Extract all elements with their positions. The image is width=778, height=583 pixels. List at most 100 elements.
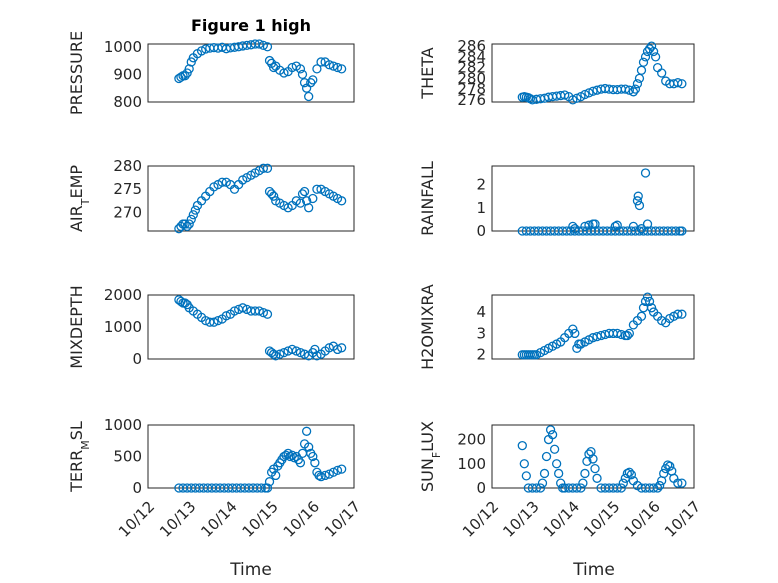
data-point [304, 91, 314, 102]
x-tick-label: 10/17 [661, 498, 704, 541]
x-tick-label: 10/13 [156, 498, 199, 541]
data-point [640, 296, 651, 307]
data-point [636, 311, 647, 321]
data-point [316, 57, 326, 67]
subplot-mixdepth: 0 1000 2000 MIXDEPTH [67, 285, 355, 369]
data-point [304, 203, 314, 213]
data-point [308, 75, 318, 85]
figure-title: Figure 1 high [191, 16, 311, 35]
data-point [310, 458, 320, 468]
data-point [262, 483, 273, 493]
data-point [312, 184, 322, 194]
y-tick-label: 0 [476, 479, 486, 497]
data-point [262, 309, 273, 319]
data-point [269, 62, 279, 73]
data-point [671, 226, 681, 236]
data-point [638, 57, 649, 67]
data-point [258, 307, 269, 318]
y-tick-label: 1000 [104, 416, 142, 434]
y-tick-label: 100 [457, 455, 486, 473]
data-point [336, 64, 347, 74]
data-point [519, 459, 529, 469]
y-tick-label: 900 [113, 65, 142, 83]
y-tick-label: 2 [476, 346, 486, 364]
x-axis-label-right: Time [572, 560, 615, 580]
data-point [568, 95, 578, 105]
data-point [332, 344, 343, 355]
data-point [287, 344, 297, 355]
y-tick-label: 280 [457, 69, 486, 87]
data-point [584, 88, 594, 98]
data-point [610, 221, 620, 232]
data-point [336, 464, 347, 474]
subplot-sun-flux: 0 100 200 SUNFLUX 10/1210/1310/1410/1510/161… [418, 421, 704, 541]
x-tick-label: 10/16 [280, 498, 323, 541]
y-tick-label: 284 [457, 48, 486, 66]
data-point [295, 458, 306, 468]
x-tick-label: 10/14 [540, 498, 583, 541]
x-tick-label: 10/16 [621, 498, 664, 541]
data-point [336, 343, 347, 353]
data-point [547, 430, 558, 440]
data-point [580, 221, 590, 232]
y-tick-label: 280 [113, 157, 142, 175]
data-point [644, 296, 655, 307]
data-point [618, 478, 628, 488]
x-axis-label-left: Time [229, 560, 272, 580]
data-point [560, 90, 570, 100]
data-point [287, 450, 297, 460]
y-tick-label: 1000 [104, 38, 142, 56]
data-point [630, 84, 641, 94]
y-tick-label: 0 [132, 350, 142, 368]
data-point [328, 61, 339, 71]
subplot-h2omixra: 2 3 4 H2OMIXRA [418, 284, 695, 370]
y-axis-label-7: SUNFLUX [418, 421, 443, 492]
data-point [297, 189, 308, 199]
y-axis-label-4: MIXDEPTH [67, 285, 86, 368]
data-point [238, 303, 248, 313]
data-point [316, 472, 326, 482]
x-tick-label: 10/12 [115, 498, 158, 541]
data-point [578, 478, 588, 488]
data-point [209, 317, 219, 327]
data-point [217, 177, 227, 187]
data-point [299, 78, 310, 88]
data-point [640, 52, 651, 62]
data-point [262, 42, 273, 52]
axes-frame [491, 294, 695, 360]
data-point [620, 84, 630, 94]
data-point [657, 68, 667, 78]
data-point [271, 351, 281, 361]
data-point [314, 470, 324, 481]
data-point [308, 451, 318, 462]
data-point [264, 477, 275, 487]
y-tick-label: 276 [457, 91, 486, 109]
data-point [254, 306, 264, 316]
y-tick-label: 800 [113, 93, 142, 111]
data-point [535, 483, 546, 493]
data-point [677, 226, 687, 236]
data-point [336, 196, 347, 206]
data-point [642, 292, 653, 302]
subplot-pressure: 800 900 1000 PRESSURE [67, 31, 355, 115]
data-point [588, 454, 598, 464]
data-point [262, 163, 273, 173]
data-point [652, 483, 663, 493]
data-point [673, 478, 683, 488]
data-point [279, 347, 289, 358]
data-point [184, 219, 194, 229]
data-point [537, 478, 548, 488]
y-tick-label: 0 [132, 479, 142, 497]
data-point [295, 64, 306, 74]
data-point [590, 219, 600, 229]
x-tick-label: 10/12 [459, 498, 502, 541]
data-point [632, 79, 643, 89]
data-point [616, 483, 626, 493]
y-tick-label: 275 [113, 180, 142, 198]
data-point [624, 467, 635, 477]
data-point [580, 468, 590, 479]
y-axis-label-5: H2OMIXRA [418, 284, 437, 370]
data-point [570, 328, 580, 339]
data-point [254, 39, 264, 49]
